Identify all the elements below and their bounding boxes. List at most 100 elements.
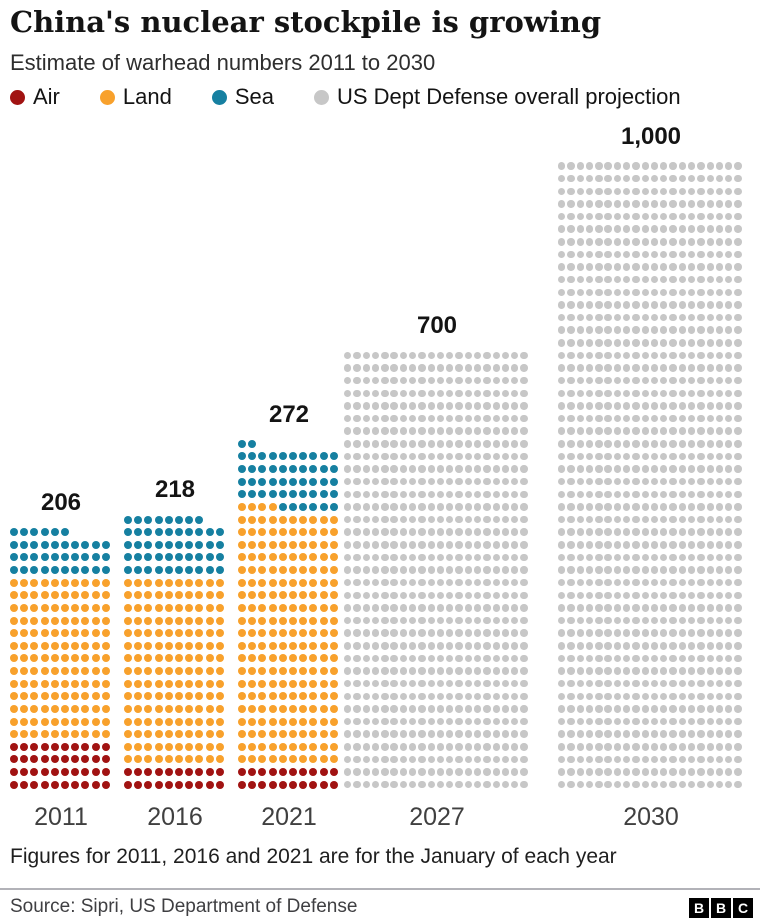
warhead-dot — [715, 578, 724, 587]
warhead-dot — [613, 414, 622, 423]
warhead-dot — [362, 452, 370, 461]
warhead-dot — [371, 414, 380, 423]
warhead-dot — [585, 440, 594, 448]
warhead-dot — [144, 629, 153, 638]
warhead-dot — [669, 477, 677, 486]
warhead-dot — [585, 465, 594, 473]
warhead-dot — [91, 566, 100, 575]
warhead-dot — [101, 629, 110, 638]
warhead-dot — [427, 503, 435, 511]
warhead-dot — [215, 566, 224, 575]
warhead-dot — [344, 730, 352, 738]
warhead-dot — [464, 427, 473, 435]
warhead-dot — [650, 427, 659, 435]
warhead-dot — [60, 768, 69, 777]
warhead-dot — [613, 162, 622, 170]
warhead-dot — [678, 692, 687, 700]
warhead-dot — [353, 604, 361, 612]
dot-row — [10, 703, 112, 716]
warhead-dot — [205, 742, 214, 751]
warhead-dot — [455, 730, 463, 738]
dot-row — [124, 715, 226, 728]
warhead-dot — [660, 490, 668, 498]
warhead-dot — [268, 540, 277, 549]
warhead-dot — [91, 540, 100, 549]
warhead-dot — [408, 364, 417, 372]
warhead-dot — [81, 742, 90, 751]
warhead-dot — [418, 654, 426, 663]
warhead-dot — [595, 440, 603, 448]
warhead-dot — [558, 440, 566, 448]
warhead-dot — [399, 717, 408, 726]
warhead-dot — [309, 566, 318, 575]
warhead-dot — [604, 515, 612, 524]
warhead-dot — [174, 679, 183, 688]
dot-row — [124, 602, 226, 615]
dot-row — [238, 690, 340, 703]
warhead-dot — [687, 541, 696, 549]
warhead-dot — [595, 212, 603, 221]
warhead-dot — [362, 477, 370, 486]
warhead-dot — [30, 641, 39, 650]
warhead-dot — [268, 578, 277, 587]
warhead-dot — [473, 730, 482, 738]
warhead-dot — [641, 364, 649, 372]
warhead-dot — [362, 780, 370, 789]
warhead-dot — [381, 440, 389, 448]
warhead-dot — [483, 679, 491, 688]
warhead-dot — [715, 477, 724, 486]
warhead-dot — [725, 515, 733, 524]
warhead-dot — [205, 755, 214, 764]
warhead-dot — [576, 654, 584, 663]
warhead-dot — [473, 604, 482, 612]
warhead-dot — [215, 679, 224, 688]
warhead-dot — [50, 755, 59, 764]
x-axis-label-2021: 2021 — [261, 803, 317, 831]
warhead-dot — [268, 477, 277, 486]
warhead-dot — [390, 528, 398, 536]
warhead-dot — [418, 667, 426, 675]
warhead-dot — [613, 440, 622, 448]
warhead-dot — [483, 591, 491, 599]
warhead-dot — [427, 414, 435, 423]
warhead-dot — [576, 667, 584, 675]
warhead-dot — [30, 616, 39, 625]
warhead-dot — [660, 212, 668, 221]
warhead-dot — [715, 780, 724, 789]
warhead-dot — [595, 528, 603, 536]
warhead-dot — [678, 679, 687, 688]
warhead-dot — [687, 351, 696, 360]
warhead-dot — [362, 730, 370, 738]
warhead-dot — [174, 768, 183, 777]
warhead-dot — [483, 414, 491, 423]
dot-row — [10, 551, 112, 564]
warhead-dot — [650, 755, 659, 764]
warhead-dot — [706, 553, 714, 562]
warhead-dot — [144, 553, 153, 562]
warhead-dot — [632, 490, 640, 498]
warhead-dot — [299, 654, 308, 663]
warhead-dot — [585, 604, 594, 612]
warhead-dot — [258, 528, 267, 537]
warhead-dot — [622, 780, 631, 789]
warhead-dot — [697, 566, 705, 574]
warhead-dot — [567, 553, 575, 562]
warhead-dot — [641, 452, 649, 461]
dot-row — [558, 677, 744, 690]
warhead-dot — [91, 780, 100, 789]
warhead-dot — [124, 616, 132, 625]
warhead-dot — [669, 515, 677, 524]
warhead-dot — [20, 591, 29, 600]
warhead-dot — [650, 402, 659, 410]
warhead-dot — [558, 541, 566, 549]
warhead-dot — [734, 313, 742, 322]
warhead-dot — [613, 515, 622, 524]
warhead-dot — [362, 364, 370, 372]
warhead-dot — [660, 288, 668, 296]
warhead-dot — [446, 427, 454, 435]
warhead-dot — [576, 642, 584, 650]
warhead-dot — [585, 326, 594, 334]
warhead-dot — [678, 263, 687, 271]
warhead-dot — [101, 603, 110, 612]
warhead-dot — [595, 503, 603, 511]
